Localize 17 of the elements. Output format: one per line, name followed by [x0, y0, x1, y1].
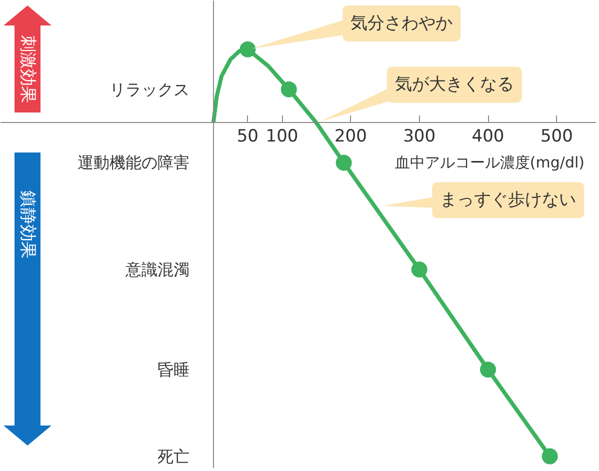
- x-tick-label: 100: [266, 126, 298, 147]
- annotation: 鎮静効果: [18, 190, 38, 258]
- annotation: まっすぐ歩けない: [440, 190, 576, 210]
- x-tick-label: 300: [403, 126, 436, 147]
- annotation: 刺激効果: [18, 35, 38, 103]
- x-tick-label: 500: [540, 126, 573, 147]
- annotation: 昏睡: [157, 360, 190, 380]
- annotation: 気が大きくなる: [394, 74, 514, 95]
- annotation: 気分さわやか: [350, 13, 453, 34]
- annotation: 死亡: [157, 446, 190, 466]
- x-tick-label: 400: [472, 126, 504, 147]
- x-tick-label: 200: [334, 126, 367, 147]
- annotation: リラックス: [109, 80, 190, 99]
- x-axis-title: 血中アルコール濃度(mg/dl): [394, 154, 585, 172]
- annotation: 意識混濁: [124, 260, 190, 279]
- annotation: 運動機能の障害: [77, 153, 190, 172]
- x-tick-label: 50: [236, 126, 259, 147]
